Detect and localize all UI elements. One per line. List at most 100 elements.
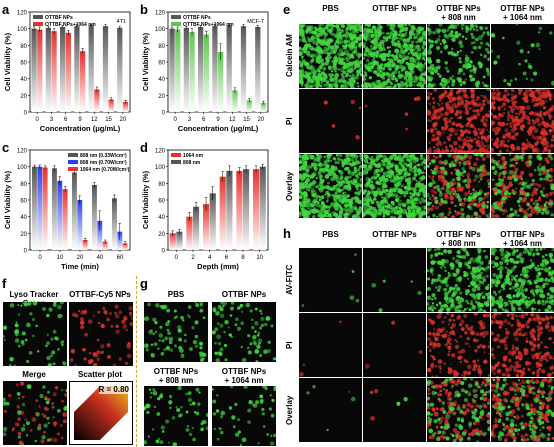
bar-d-s1-c4 <box>243 169 250 250</box>
x-axis-label: Concentration (μg/mL) <box>178 124 259 133</box>
bar-c-s2-c1 <box>62 189 68 250</box>
bar-c-s0-c2 <box>72 172 77 250</box>
y-tick-label: 120 <box>155 11 166 17</box>
y-tick-label: 0 <box>162 111 166 117</box>
x-tick-label: 9 <box>78 117 82 123</box>
legend-swatch <box>171 22 181 26</box>
panel-e-column-label: PBS <box>322 4 339 13</box>
y-tick-label: 100 <box>17 165 28 171</box>
bar-c-s2-c0 <box>42 167 48 250</box>
legend-swatch <box>68 160 78 164</box>
scatter-r-value: R = 0.80 <box>98 385 129 394</box>
panel-h-column-label: PBS <box>322 230 339 239</box>
panel-g-label-1064: OTTBF NPs + 1064 nm <box>221 367 267 385</box>
y-tick-label: 60 <box>20 61 27 67</box>
y-tick-label: 40 <box>20 215 27 221</box>
x-tick-label: 15 <box>243 117 250 123</box>
legend-label: OTTBF NPs <box>183 15 211 21</box>
panel-e-column-label: OTTBF NPs + 808 nm <box>436 4 481 22</box>
bar-c-s2-c3 <box>102 241 108 250</box>
panel-h-column-label: OTTBF NPs <box>372 230 417 239</box>
bar-c-s0-c1 <box>52 168 57 250</box>
x-tick-label: 3 <box>50 117 54 123</box>
panel-letter-a: a <box>2 2 10 17</box>
bar-a-s1-c5 <box>108 99 114 112</box>
bar-b-s1-c2 <box>203 34 209 112</box>
bar-a-s1-c0 <box>37 29 43 112</box>
y-tick-label: 60 <box>20 199 27 205</box>
x-tick-label: 10 <box>256 255 263 261</box>
panel-h-image <box>363 248 426 312</box>
x-tick-label: 12 <box>229 117 236 123</box>
panel-letter-c: c <box>2 140 10 155</box>
panel-e-column-label: OTTBF NPs <box>372 4 417 13</box>
panel-h-image <box>491 313 554 377</box>
legend-label: 808 nm (0.33W/cm²) <box>80 153 127 159</box>
bar-b-s0-c3 <box>212 26 218 113</box>
bar-a-s0-c6 <box>117 27 123 112</box>
bar-b-s0-c2 <box>198 27 204 112</box>
panel-f-image-ottbf-cy5 <box>69 302 133 366</box>
bar-b-s0-c4 <box>226 25 232 112</box>
panel-e-image <box>491 24 554 88</box>
panel-f-colocalization: Lyso Tracker GreenOTTBF-Cy5 NPsMergeScat… <box>0 276 138 447</box>
bar-d-s1-c3 <box>226 170 233 250</box>
x-tick-label: 40 <box>97 255 104 261</box>
bar-c-s0-c3 <box>92 185 97 250</box>
y-tick-label: 20 <box>20 94 27 100</box>
legend-swatch <box>33 22 43 26</box>
panel-letter-g: g <box>140 276 148 291</box>
bar-a-s1-c3 <box>80 51 86 112</box>
panel-h-image <box>299 313 362 377</box>
x-tick-label: 3 <box>188 117 192 123</box>
panel-e-image <box>299 89 362 153</box>
panel-e-row-label: Overlay <box>285 171 294 201</box>
panel-e-image <box>363 24 426 88</box>
bar-c-s1-c3 <box>97 220 103 250</box>
bar-d-s0-c0 <box>169 233 176 250</box>
legend-swatch <box>33 15 43 19</box>
panel-h-row-label: PI <box>285 341 294 349</box>
bar-a-s0-c0 <box>31 28 37 113</box>
x-tick-label: 6 <box>225 255 229 261</box>
bar-c-s0-c4 <box>112 198 117 250</box>
bar-d-s1-c0 <box>176 231 183 250</box>
x-tick-label: 0 <box>38 255 42 261</box>
bar-a-s0-c2 <box>60 27 66 112</box>
x-tick-label: 10 <box>57 255 64 261</box>
bar-b-s1-c5 <box>246 100 252 112</box>
bar-c-s1-c2 <box>77 200 83 250</box>
legend-label: OTTBF NPs <box>45 15 73 21</box>
y-axis-label: Cell Viability (%) <box>141 170 150 229</box>
bar-d-s0-c3 <box>219 176 226 250</box>
bar-d-s1-c2 <box>209 193 216 250</box>
legend-swatch <box>68 167 78 171</box>
bar-b-s0-c5 <box>240 26 247 113</box>
x-tick-label: 12 <box>91 117 98 123</box>
bar-d-s0-c1 <box>186 216 193 250</box>
legend-swatch <box>171 153 181 157</box>
bar-b-s1-c3 <box>218 52 224 112</box>
y-tick-label: 80 <box>20 44 27 50</box>
bar-a-s0-c4 <box>88 25 94 112</box>
y-tick-label: 20 <box>158 232 165 238</box>
y-tick-label: 100 <box>155 165 166 171</box>
bar-a-s0-c3 <box>74 26 80 113</box>
legend-swatch <box>68 153 78 157</box>
bar-c-s2-c4 <box>122 243 128 250</box>
panel-e-image <box>427 154 490 218</box>
panel-h-image <box>427 248 490 312</box>
scatter-density <box>74 386 128 440</box>
bar-d-s0-c2 <box>203 204 210 250</box>
panel-h-image <box>427 378 490 442</box>
y-tick-label: 80 <box>158 44 165 50</box>
panel-separator <box>136 276 137 447</box>
panel-g-label-808: OTTBF NPs + 808 nm <box>153 367 199 385</box>
bar-b-s1-c1 <box>189 32 195 112</box>
y-tick-label: 60 <box>158 199 165 205</box>
legend-label: 1064 nm <box>183 153 204 159</box>
panel-f-scatter-plot: R = 0.80 <box>69 381 133 445</box>
bar-c-s2-c2 <box>82 240 88 250</box>
